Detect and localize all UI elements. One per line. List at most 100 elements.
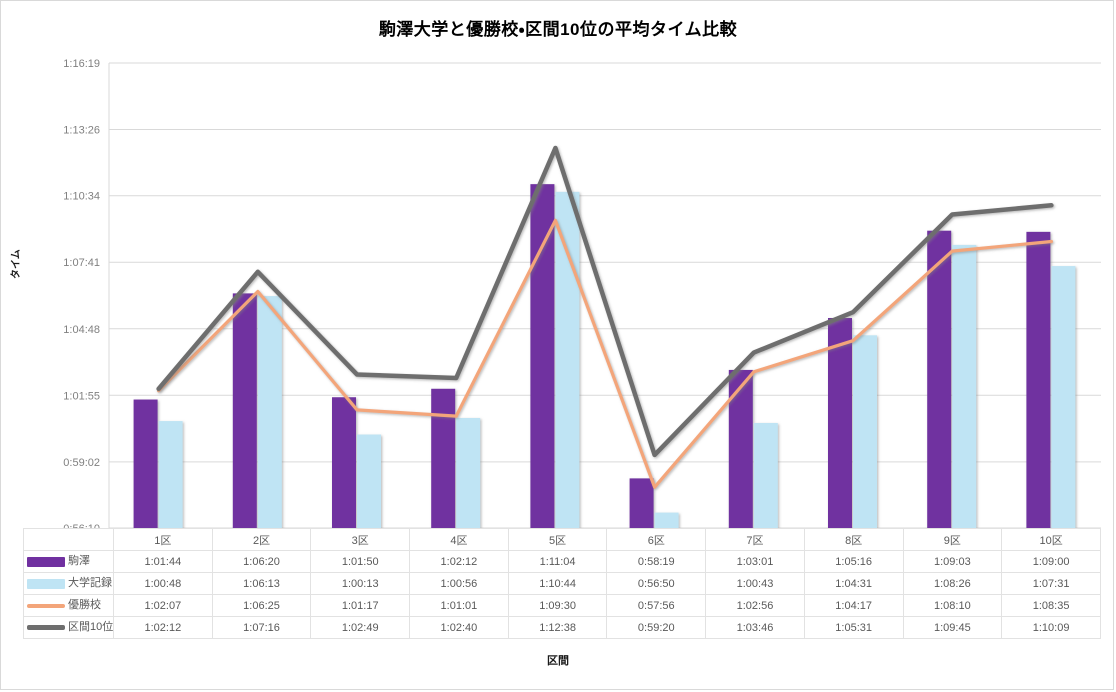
y-axis-tick-label: 1:16:19	[63, 58, 100, 70]
table-cell: 0:58:19	[606, 550, 707, 573]
legend-swatch-line-icon	[27, 603, 65, 608]
bar	[1051, 266, 1076, 528]
table-cell: 1:08:35	[1001, 594, 1101, 617]
table-cell: 1:10:44	[507, 572, 608, 595]
bar	[555, 191, 580, 528]
table-cell: 1:03:01	[705, 550, 805, 573]
table-cell: 1:02:07	[113, 594, 213, 617]
bar	[629, 478, 654, 528]
table-cell: 1:12:38	[507, 616, 608, 639]
table-cell: 1:02:12	[113, 616, 213, 639]
table-cell: 1:00:13	[310, 572, 411, 595]
bar-series-2	[158, 191, 1076, 528]
chart-title: 駒澤大学と優勝校・区間10位の平均タイム比較	[378, 20, 738, 39]
data-table: 1区 2区 3区 4区 5区 6区 7区 8区 9区 10区 駒澤 1:01:44 1:06:20 1:…	[23, 528, 1101, 639]
legend-key-3: 優勝校	[23, 594, 114, 617]
line-series-2	[156, 145, 1054, 458]
table-cell: 1:01:01	[409, 594, 509, 617]
bar	[853, 335, 877, 528]
table-cell: 1:10:09	[1001, 616, 1101, 639]
table-column-header: 10区	[1001, 528, 1101, 551]
bar	[232, 293, 257, 528]
bar	[133, 399, 158, 528]
table-row: 優勝校 1:02:07 1:06:25 1:01:17 1:01:01 1:09:30 0:…	[23, 594, 1101, 617]
legend-label: 区間10位	[68, 621, 114, 633]
legend-swatch-bar-icon	[27, 578, 65, 589]
table-column-header: 2区	[211, 528, 312, 551]
bar	[431, 388, 456, 528]
table-cell: 1:04:31	[803, 572, 904, 595]
y-axis-tick-label: 1:04:48	[63, 324, 100, 336]
table-column-header: 1区	[113, 528, 213, 551]
table-cell: 1:06:13	[211, 572, 312, 595]
y-axis-tick-label: 1:01:55	[63, 390, 100, 402]
data-table-body: 駒澤 1:01:44 1:06:20 1:01:50 1:02:12 1:11:04 0:5…	[23, 550, 1101, 639]
bar	[753, 423, 778, 528]
table-cell: 0:57:56	[606, 594, 707, 617]
bar-series-1	[133, 184, 1051, 528]
bar	[530, 184, 555, 528]
table-cell: 1:09:30	[507, 594, 608, 617]
bar	[828, 318, 852, 528]
bar	[728, 369, 753, 528]
table-cell: 1:01:50	[310, 550, 411, 573]
table-cell: 1:09:03	[902, 550, 1003, 573]
x-axis-title: 区間	[547, 655, 569, 667]
bar	[158, 421, 183, 528]
table-column-header: 9区	[902, 528, 1003, 551]
y-axis-tick-label: 1:13:26	[63, 125, 100, 137]
table-cell: 1:01:17	[310, 594, 411, 617]
table-cell: 1:07:16	[211, 616, 312, 639]
legend-key-4: 区間10位	[23, 616, 114, 639]
bar	[357, 434, 381, 528]
table-cell: 1:06:25	[211, 594, 312, 617]
legend-key-2: 大学記録	[23, 572, 114, 595]
table-cell: 1:07:31	[1001, 572, 1101, 595]
table-cell: 1:06:20	[211, 550, 312, 573]
y-axis-tick-label: 1:10:34	[63, 191, 100, 203]
bar	[257, 296, 282, 528]
table-cell: 1:00:48	[113, 572, 213, 595]
table-cell: 1:08:10	[902, 594, 1003, 617]
table-row: 駒澤 1:01:44 1:06:20 1:01:50 1:02:12 1:11:04 0:5…	[23, 550, 1101, 573]
table-column-header: 3区	[310, 528, 411, 551]
legend-label: 駒澤	[68, 555, 90, 567]
table-row: 大学記録 1:00:48 1:06:13 1:00:13 1:00:56 1:10:44 0…	[23, 572, 1101, 595]
table-cell: 1:09:00	[1001, 550, 1101, 573]
legend-swatch-line-icon	[27, 625, 65, 630]
data-table-head: 1区 2区 3区 4区 5区 6区 7区 8区 9区 10区	[23, 528, 1101, 551]
legend-label: 大学記録	[68, 577, 112, 589]
table-column-header: 5区	[507, 528, 608, 551]
legend-key-1: 駒澤	[23, 550, 114, 573]
bar	[456, 418, 481, 528]
table-cell: 0:56:50	[606, 572, 707, 595]
table-cell: 1:02:49	[310, 616, 411, 639]
table-column-header: 6区	[606, 528, 707, 551]
table-cell: 1:11:04	[507, 550, 608, 573]
table-cell: 1:04:17	[803, 594, 904, 617]
table-cell: 1:01:44	[113, 550, 213, 573]
table-header-row: 1区 2区 3区 4区 5区 6区 7区 8区 9区 10区	[23, 528, 1101, 551]
bar	[927, 230, 952, 528]
table-cell: 1:02:12	[409, 550, 509, 573]
table-cell: 1:09:45	[902, 616, 1003, 639]
bar	[952, 244, 977, 528]
bar	[1026, 231, 1051, 528]
table-row: 区間10位 1:02:12 1:07:16 1:02:49 1:02:40 1:12:38…	[23, 616, 1101, 639]
bar	[654, 512, 679, 528]
bar	[332, 397, 356, 528]
line-series-1	[157, 218, 1054, 489]
table-column-header: 7区	[705, 528, 805, 551]
table-cell: 0:59:20	[606, 616, 707, 639]
y-axis-tick-label: 1:07:41	[63, 257, 100, 269]
table-cell: 1:05:31	[803, 616, 904, 639]
table-cell: 1:00:43	[705, 572, 805, 595]
table-cell: 1:02:56	[705, 594, 805, 617]
table-corner-cell	[23, 528, 114, 551]
table-cell: 1:03:46	[705, 616, 805, 639]
table-cell: 1:02:40	[409, 616, 509, 639]
table-cell: 1:08:26	[902, 572, 1003, 595]
table-column-header: 8区	[803, 528, 904, 551]
legend-label: 優勝校	[68, 599, 101, 611]
